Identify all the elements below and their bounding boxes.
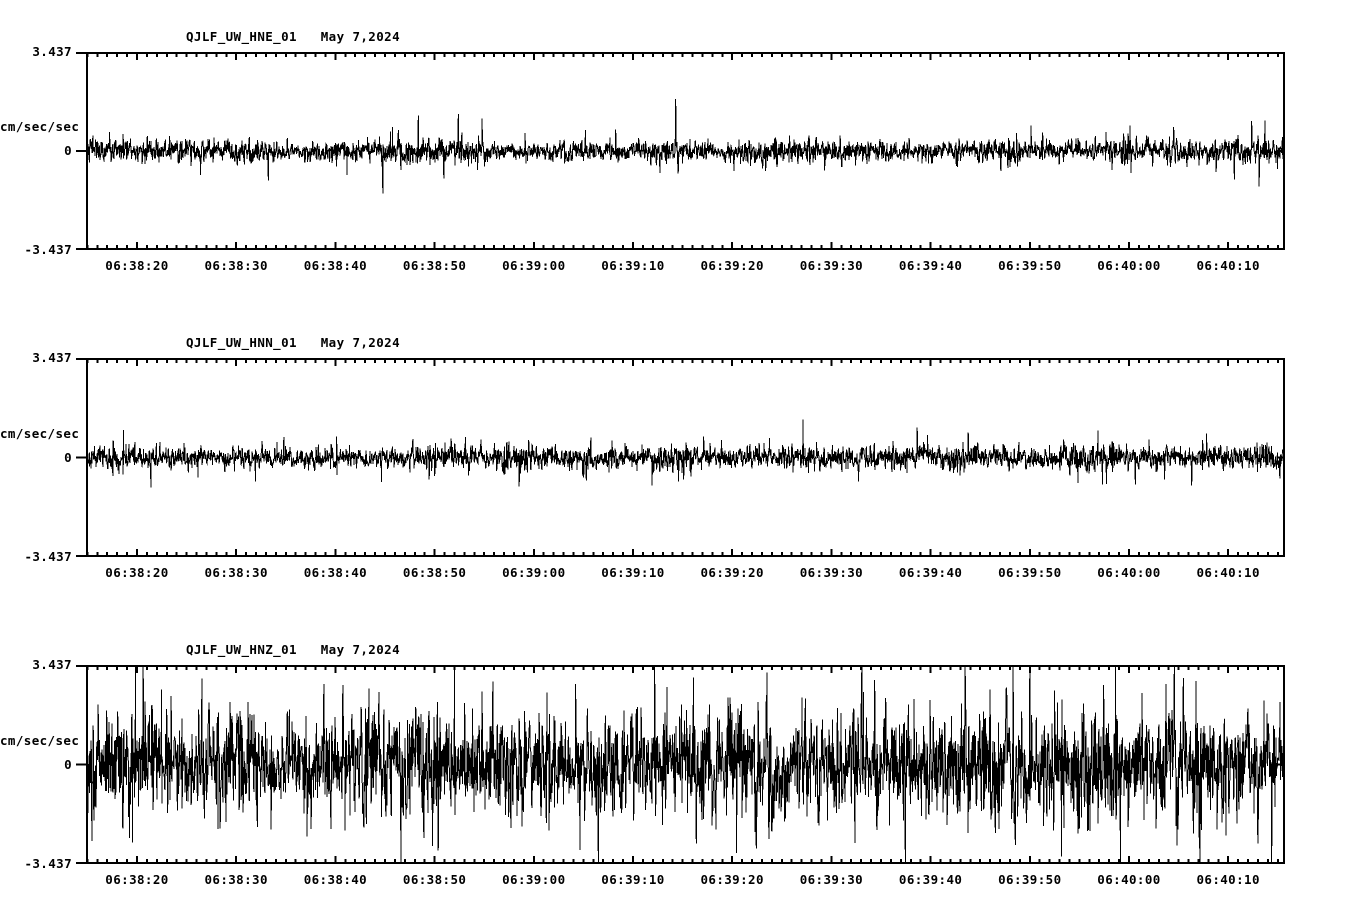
x-tick-label-hnz-5: 06:39:10 bbox=[601, 872, 665, 887]
x-tick-label-hnn-4: 06:39:00 bbox=[502, 565, 566, 580]
x-tick-label-hne-10: 06:40:00 bbox=[1097, 258, 1161, 273]
waveform-trace-hnz bbox=[88, 667, 1283, 862]
x-tick-label-hne-4: 06:39:00 bbox=[502, 258, 566, 273]
y-axis-unit-label-hne: cm/sec/sec bbox=[0, 119, 80, 134]
x-tick-label-hnn-8: 06:39:40 bbox=[898, 565, 963, 580]
y-tick-label-hne-2: -3.437 bbox=[24, 242, 72, 257]
y-tick-label-hnz-0: 3.437 bbox=[32, 657, 72, 672]
y-tick-label-hnn-2: -3.437 bbox=[24, 549, 72, 564]
panel-title-hne: QJLF_UW_HNE_01 May 7,2024 bbox=[186, 29, 400, 44]
y-tick-label-hnn-1: 0 bbox=[64, 449, 72, 465]
x-tick-label-hnn-6: 06:39:20 bbox=[700, 565, 764, 580]
x-tick-label-hnn-3: 06:38:50 bbox=[402, 565, 467, 580]
y-tick-label-hnz-2: -3.437 bbox=[24, 856, 72, 871]
x-tick-label-hnz-6: 06:39:20 bbox=[700, 872, 764, 887]
x-tick-label-hnz-1: 06:38:30 bbox=[204, 872, 268, 887]
x-tick-label-hnz-8: 06:39:40 bbox=[898, 872, 963, 887]
panel-title-hnz: QJLF_UW_HNZ_01 May 7,2024 bbox=[186, 642, 400, 657]
x-tick-label-hne-1: 06:38:30 bbox=[204, 258, 268, 273]
x-tick-label-hnz-7: 06:39:30 bbox=[799, 872, 864, 887]
x-tick-label-hnz-4: 06:39:00 bbox=[502, 872, 566, 887]
x-tick-label-hne-9: 06:39:50 bbox=[998, 258, 1062, 273]
x-tick-label-hnn-5: 06:39:10 bbox=[601, 565, 665, 580]
x-tick-label-hnn-11: 06:40:10 bbox=[1196, 565, 1260, 580]
x-tick-label-hnn-0: 06:38:20 bbox=[105, 565, 169, 580]
waveform-trace-hne bbox=[88, 99, 1283, 194]
x-tick-label-hnn-10: 06:40:00 bbox=[1097, 565, 1161, 580]
x-tick-label-hne-5: 06:39:10 bbox=[601, 258, 665, 273]
waveform-trace-hnn bbox=[88, 419, 1283, 488]
x-tick-label-hnn-2: 06:38:40 bbox=[303, 565, 368, 580]
x-tick-label-hnz-0: 06:38:20 bbox=[105, 872, 169, 887]
y-tick-label-hnz-1: 0 bbox=[64, 756, 72, 772]
y-tick-label-hnn-0: 3.437 bbox=[32, 350, 72, 365]
x-tick-label-hne-0: 06:38:20 bbox=[105, 258, 169, 273]
x-tick-label-hne-6: 06:39:20 bbox=[700, 258, 764, 273]
x-tick-label-hne-7: 06:39:30 bbox=[799, 258, 864, 273]
x-tick-label-hnz-3: 06:38:50 bbox=[402, 872, 467, 887]
y-axis-unit-label-hnn: cm/sec/sec bbox=[0, 425, 80, 441]
y-tick-label-hne-0: 3.437 bbox=[32, 44, 72, 59]
x-tick-label-hnz-9: 06:39:50 bbox=[998, 872, 1062, 887]
panel-title-hnn: QJLF_UW_HNN_01 May 7,2024 bbox=[186, 335, 400, 350]
x-tick-label-hnn-9: 06:39:50 bbox=[998, 565, 1062, 580]
y-tick-label-hne-1: 0 bbox=[64, 143, 72, 158]
x-tick-label-hne-11: 06:40:10 bbox=[1196, 258, 1260, 273]
x-tick-label-hne-3: 06:38:50 bbox=[402, 258, 467, 273]
x-tick-label-hnn-1: 06:38:30 bbox=[204, 565, 268, 580]
x-tick-label-hne-8: 06:39:40 bbox=[898, 258, 963, 273]
y-axis-unit-label-hnz: cm/sec/sec bbox=[0, 732, 80, 748]
x-tick-label-hnz-2: 06:38:40 bbox=[303, 872, 368, 887]
x-tick-label-hnn-7: 06:39:30 bbox=[799, 565, 864, 580]
x-tick-label-hnz-11: 06:40:10 bbox=[1196, 872, 1260, 887]
x-tick-label-hnz-10: 06:40:00 bbox=[1097, 872, 1161, 887]
x-tick-label-hne-2: 06:38:40 bbox=[303, 258, 368, 273]
